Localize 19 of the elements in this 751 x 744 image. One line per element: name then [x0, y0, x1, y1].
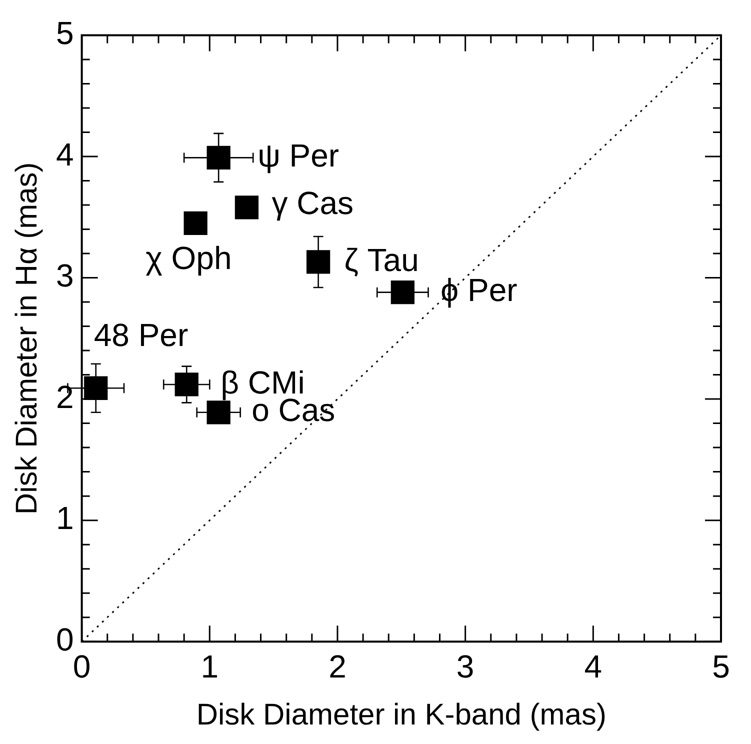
x-tick-label: 2: [328, 648, 346, 685]
y-tick-label: 1: [56, 500, 74, 536]
annotation: ϕ Per: [440, 272, 518, 308]
x-tick-label: 1: [200, 648, 219, 685]
y-tick-label: 5: [56, 15, 74, 52]
x-tick-label: 3: [456, 648, 474, 685]
annotation: χ Oph: [146, 240, 232, 276]
x-axis-title: Disk Diameter in K-band (mas): [196, 698, 606, 732]
y-axis-title: Disk Diameter in Hα (mas): [10, 162, 44, 515]
y-tick-label: 2: [56, 378, 74, 415]
x-tick-label: 5: [712, 648, 730, 685]
y-tick-label: 0: [56, 621, 74, 658]
y-tick-label: 3: [56, 258, 74, 294]
y-tick-label: 4: [56, 136, 74, 172]
annotation: ψ Per: [258, 138, 340, 174]
annotation: 48 Per: [94, 316, 188, 353]
annotation: ζ Tau: [344, 242, 419, 278]
x-tick-label: 4: [584, 648, 602, 685]
annotation: γ Cas: [272, 185, 354, 222]
